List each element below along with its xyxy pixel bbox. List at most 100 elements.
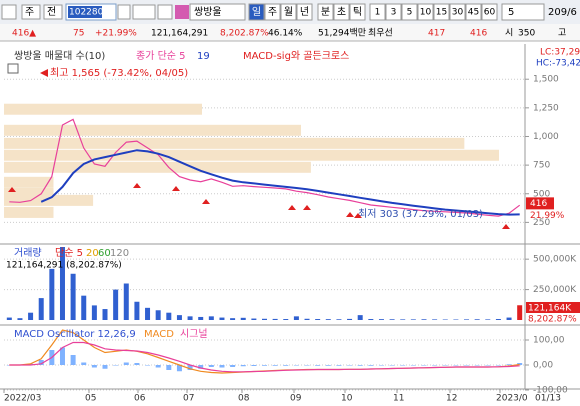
period-label: 초: [337, 6, 346, 18]
x-tick-label: 05: [85, 394, 96, 404]
volume-bar: [6, 317, 12, 320]
interval-label: 30: [452, 8, 464, 18]
oscillator-bar: [410, 365, 416, 366]
volume-bar: [28, 312, 34, 320]
volume-bar: [240, 317, 246, 320]
interval-label: 60: [484, 8, 496, 18]
market-button[interactable]: [21, 4, 41, 20]
info-item: 416: [470, 29, 487, 39]
oscillator-bar: [240, 365, 246, 367]
info-item: 51,294백만: [318, 28, 366, 39]
annotation-arrow: [40, 69, 48, 77]
volume-bar: [123, 283, 129, 320]
oscillator-bar: [123, 362, 129, 365]
dropdown[interactable]: [117, 4, 131, 20]
y-tick-label: 250,000K: [533, 285, 577, 295]
count-box[interactable]: [501, 3, 545, 21]
info-item: 시: [505, 28, 513, 39]
oscillator-bar: [464, 365, 470, 366]
y-tick-label: 100,00: [533, 336, 565, 346]
oscillator-bar: [208, 365, 214, 367]
interval-button[interactable]: [465, 3, 482, 21]
info-item: 350: [518, 29, 535, 39]
legend-entry: 120: [110, 248, 129, 259]
nav-button[interactable]: [132, 4, 156, 20]
oscillator-bar: [176, 365, 182, 372]
legend-entry: 종가 단순 5: [136, 50, 186, 62]
signal-arrow: [346, 212, 354, 217]
y-tick-label: 1,500: [533, 75, 559, 85]
price-box: [526, 197, 554, 210]
value-box: [526, 302, 580, 313]
volume-bar: [432, 319, 438, 320]
volume-bar: [198, 316, 204, 320]
volume-bar: [38, 298, 44, 320]
oscillator-bar: [219, 365, 225, 368]
panel-title: MACD Oscillator 12,26,9: [14, 329, 136, 340]
current-change: 21.99%: [530, 211, 565, 221]
code: 102280: [69, 8, 104, 18]
oscillator-bar: [389, 365, 395, 366]
icon-button[interactable]: [1, 4, 17, 20]
period-button[interactable]: [317, 3, 334, 21]
axis-bg: [525, 44, 580, 389]
period-label: 일: [252, 6, 261, 18]
period-label: 분: [321, 6, 330, 18]
volume-profile-bar: [4, 161, 311, 173]
volume-bar: [166, 312, 172, 320]
oscillator-bar: [506, 364, 512, 365]
interval-button[interactable]: [401, 3, 418, 21]
period-button[interactable]: [349, 3, 366, 21]
volume-bar: [251, 318, 257, 320]
oscillator-bar: [272, 365, 278, 366]
fav-button[interactable]: [175, 5, 189, 19]
oscillator-bar: [347, 365, 353, 366]
hc-label: HC:-73,42: [536, 59, 580, 69]
period-button[interactable]: [248, 3, 265, 21]
volume-bar: [283, 319, 289, 320]
volume-profile-bar: [4, 194, 94, 206]
lc-label: LC:37,29: [540, 48, 580, 58]
series-line: [40, 149, 520, 216]
volume-bar: [17, 318, 23, 320]
oscillator-bar: [315, 365, 321, 366]
volume-bar: [464, 319, 470, 320]
type-button[interactable]: [43, 4, 63, 20]
market: 주: [25, 7, 34, 18]
volume-bar: [421, 319, 427, 320]
volume-bar: [517, 305, 523, 320]
change-label: 8,202.87%: [528, 315, 577, 325]
info-bg: [0, 24, 580, 41]
period-button[interactable]: [280, 3, 297, 21]
legend-entry: 20: [86, 248, 99, 259]
oscillator-bar: [304, 365, 310, 366]
oscillator-bar: [38, 360, 44, 365]
interval-button[interactable]: [385, 3, 402, 21]
volume-bar: [272, 318, 278, 320]
search-button[interactable]: [157, 4, 173, 20]
icon[interactable]: [7, 63, 19, 74]
interval-label: 5: [407, 8, 413, 18]
name-box: [189, 3, 246, 21]
legend-entry: 시그널: [180, 328, 208, 340]
period-button[interactable]: [333, 3, 350, 21]
interval-button[interactable]: [449, 3, 466, 21]
interval-button[interactable]: [417, 3, 434, 21]
volume-bar: [378, 319, 384, 320]
interval-button[interactable]: [369, 3, 386, 21]
volume-bar: [315, 319, 321, 320]
legend-entry: 19: [197, 51, 210, 62]
period-button[interactable]: [296, 3, 313, 21]
code-select: [68, 6, 102, 18]
oscillator-bar: [134, 363, 140, 365]
x-tick-label: 11: [393, 394, 404, 404]
volume-bar: [485, 319, 491, 320]
panel-title: 쌍방울 매물대 수(10): [14, 50, 105, 62]
interval-button[interactable]: [481, 3, 498, 21]
info-item: 고: [558, 29, 566, 39]
legend-entry: MACD: [144, 329, 174, 340]
interval-label: 3: [391, 8, 397, 18]
period-button[interactable]: [264, 3, 281, 21]
interval-button[interactable]: [433, 3, 450, 21]
info-item: 416▲: [12, 29, 36, 39]
